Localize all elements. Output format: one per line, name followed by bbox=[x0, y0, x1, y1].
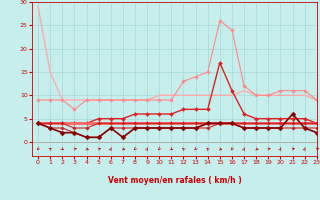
X-axis label: Vent moyen/en rafales ( km/h ): Vent moyen/en rafales ( km/h ) bbox=[108, 176, 241, 185]
